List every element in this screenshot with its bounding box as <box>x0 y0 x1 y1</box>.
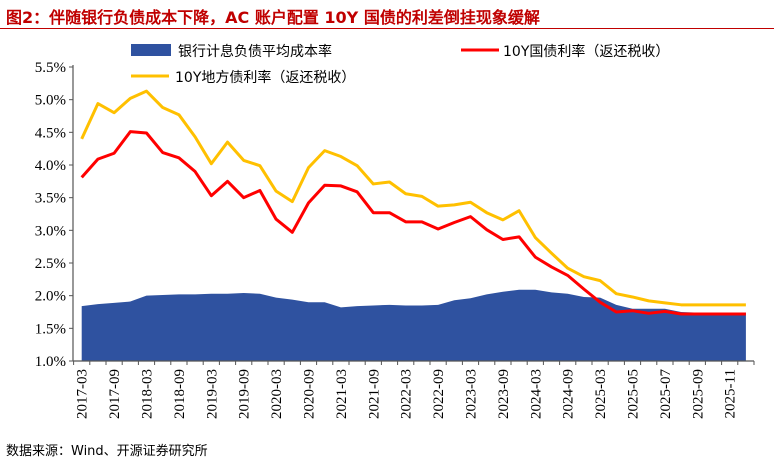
area-bank-liability-cost <box>81 289 746 361</box>
y-tick-label: 5.5% <box>35 60 66 76</box>
x-tick-label: 2019-03 <box>204 369 220 419</box>
title-underline <box>0 28 774 29</box>
x-tick-label: 2021-09 <box>366 369 382 419</box>
x-tick-label: 2024-03 <box>528 369 544 419</box>
x-tick-label: 2017-09 <box>107 369 123 419</box>
x-tick-label: 2020-09 <box>302 369 318 419</box>
x-tick-label: 2025-05 <box>626 369 642 419</box>
x-tick-label: 2021-03 <box>334 369 350 419</box>
line-treasury-10y <box>80 130 746 316</box>
y-tick-label: 4.0% <box>35 158 66 174</box>
y-tick-label: 2.5% <box>35 256 66 272</box>
source-note: 数据来源：Wind、开源证券研究所 <box>6 444 208 459</box>
x-tick-label: 2025-03 <box>593 369 609 419</box>
legend-swatch-bank-cost <box>131 44 171 56</box>
y-tick-label: 2.0% <box>35 289 66 305</box>
x-tick-label: 2019-09 <box>237 369 253 419</box>
x-tick-label: 2025-07 <box>658 369 674 419</box>
line-local-bond-10y <box>80 89 746 307</box>
y-tick-label: 4.5% <box>35 125 66 141</box>
y-tick-label: 3.0% <box>35 223 66 239</box>
y-tick-label: 1.0% <box>35 354 66 370</box>
x-tick-label: 2025-09 <box>690 369 706 419</box>
y-tick-label: 3.5% <box>35 191 66 207</box>
y-tick-label: 5.0% <box>35 93 66 109</box>
x-tick-label: 2024-09 <box>561 369 577 419</box>
figure-title: 图2：伴随银行负债成本下降，AC 账户配置 10Y 国债的利差倒挂现象缓解 <box>6 8 540 27</box>
chart: 1.0% 1.5% 2.0% 2.5% 3.0% 3.5% 4.0% 4.5% 5.0% 5.5%… <box>35 43 755 419</box>
x-tick-label: 2023-09 <box>496 369 512 419</box>
x-tick-label: 2022-03 <box>399 369 415 419</box>
legend-label-treasury: 10Y国债利率（返还税收） <box>503 43 669 60</box>
x-tick-label: 2020-03 <box>269 369 285 419</box>
x-tick-label: 2018-09 <box>172 369 188 419</box>
y-tick-label: 1.5% <box>35 321 66 337</box>
legend-label-bank-cost: 银行计息负债平均成本率 <box>178 43 332 60</box>
x-tick-label: 2023-03 <box>464 369 480 419</box>
x-tick-label: 2018-03 <box>140 369 156 419</box>
x-tick-label: 2017-03 <box>75 369 91 419</box>
x-tick-label: 2025-11 <box>723 369 739 418</box>
x-tick-label: 2022-09 <box>431 369 447 419</box>
legend-label-local-bond: 10Y地方债利率（返还税收） <box>175 69 355 86</box>
